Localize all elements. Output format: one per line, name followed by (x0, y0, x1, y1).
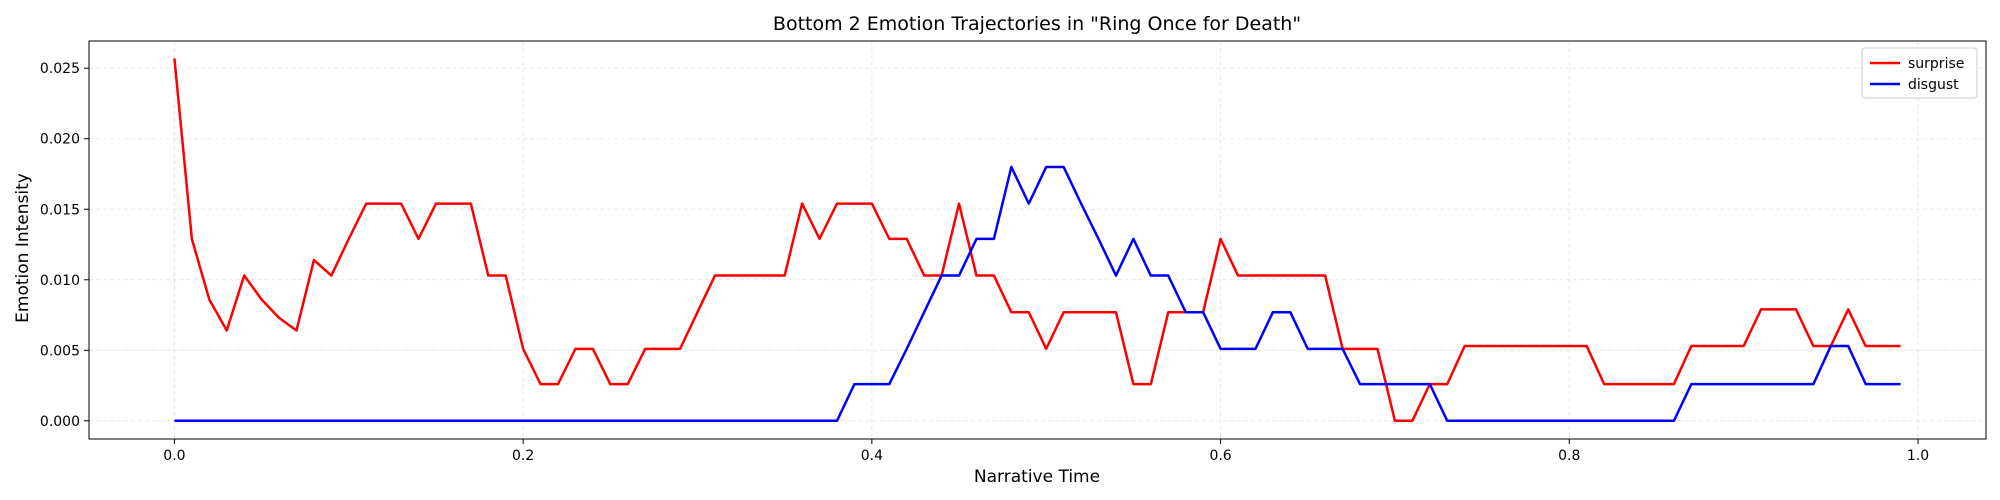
x-tick-label: 0.2 (512, 448, 534, 464)
y-axis-label: Emotion Intensity (13, 173, 33, 323)
x-tick-label: 0.0 (163, 448, 185, 464)
x-tick-label: 0.6 (1209, 448, 1231, 464)
grid (89, 41, 1986, 439)
y-tick-label: 0.005 (40, 343, 80, 359)
legend-box (1861, 47, 1978, 99)
plot-frame (88, 40, 1987, 440)
y-tick-label: 0.010 (40, 273, 80, 289)
series-line-disgust (174, 165, 1901, 423)
legend-label-surprise: surprise (1908, 56, 1964, 72)
axis-ticks: 0.0 0.2 0.4 0.6 0.8 1.0 0.000 0.005 0.010 0.015 0.… (40, 61, 1929, 464)
series-line-surprise (173, 58, 1901, 423)
y-tick-label: 0.015 (40, 202, 80, 218)
y-tick-label: 0.020 (40, 132, 80, 148)
series-layer (173, 58, 1901, 423)
chart-title: Bottom 2 Emotion Trajectories in "Ring O… (773, 13, 1301, 35)
x-tick-label: 1.0 (1907, 448, 1929, 464)
x-tick-label: 0.4 (861, 448, 883, 464)
legend-label-disgust: disgust (1908, 77, 1959, 93)
y-tick-label: 0.025 (40, 61, 80, 77)
legend: surprise disgust (1861, 47, 1978, 99)
y-tick-label: 0.000 (40, 414, 80, 430)
x-tick-label: 0.8 (1558, 448, 1580, 464)
x-axis-label: Narrative Time (974, 467, 1100, 487)
